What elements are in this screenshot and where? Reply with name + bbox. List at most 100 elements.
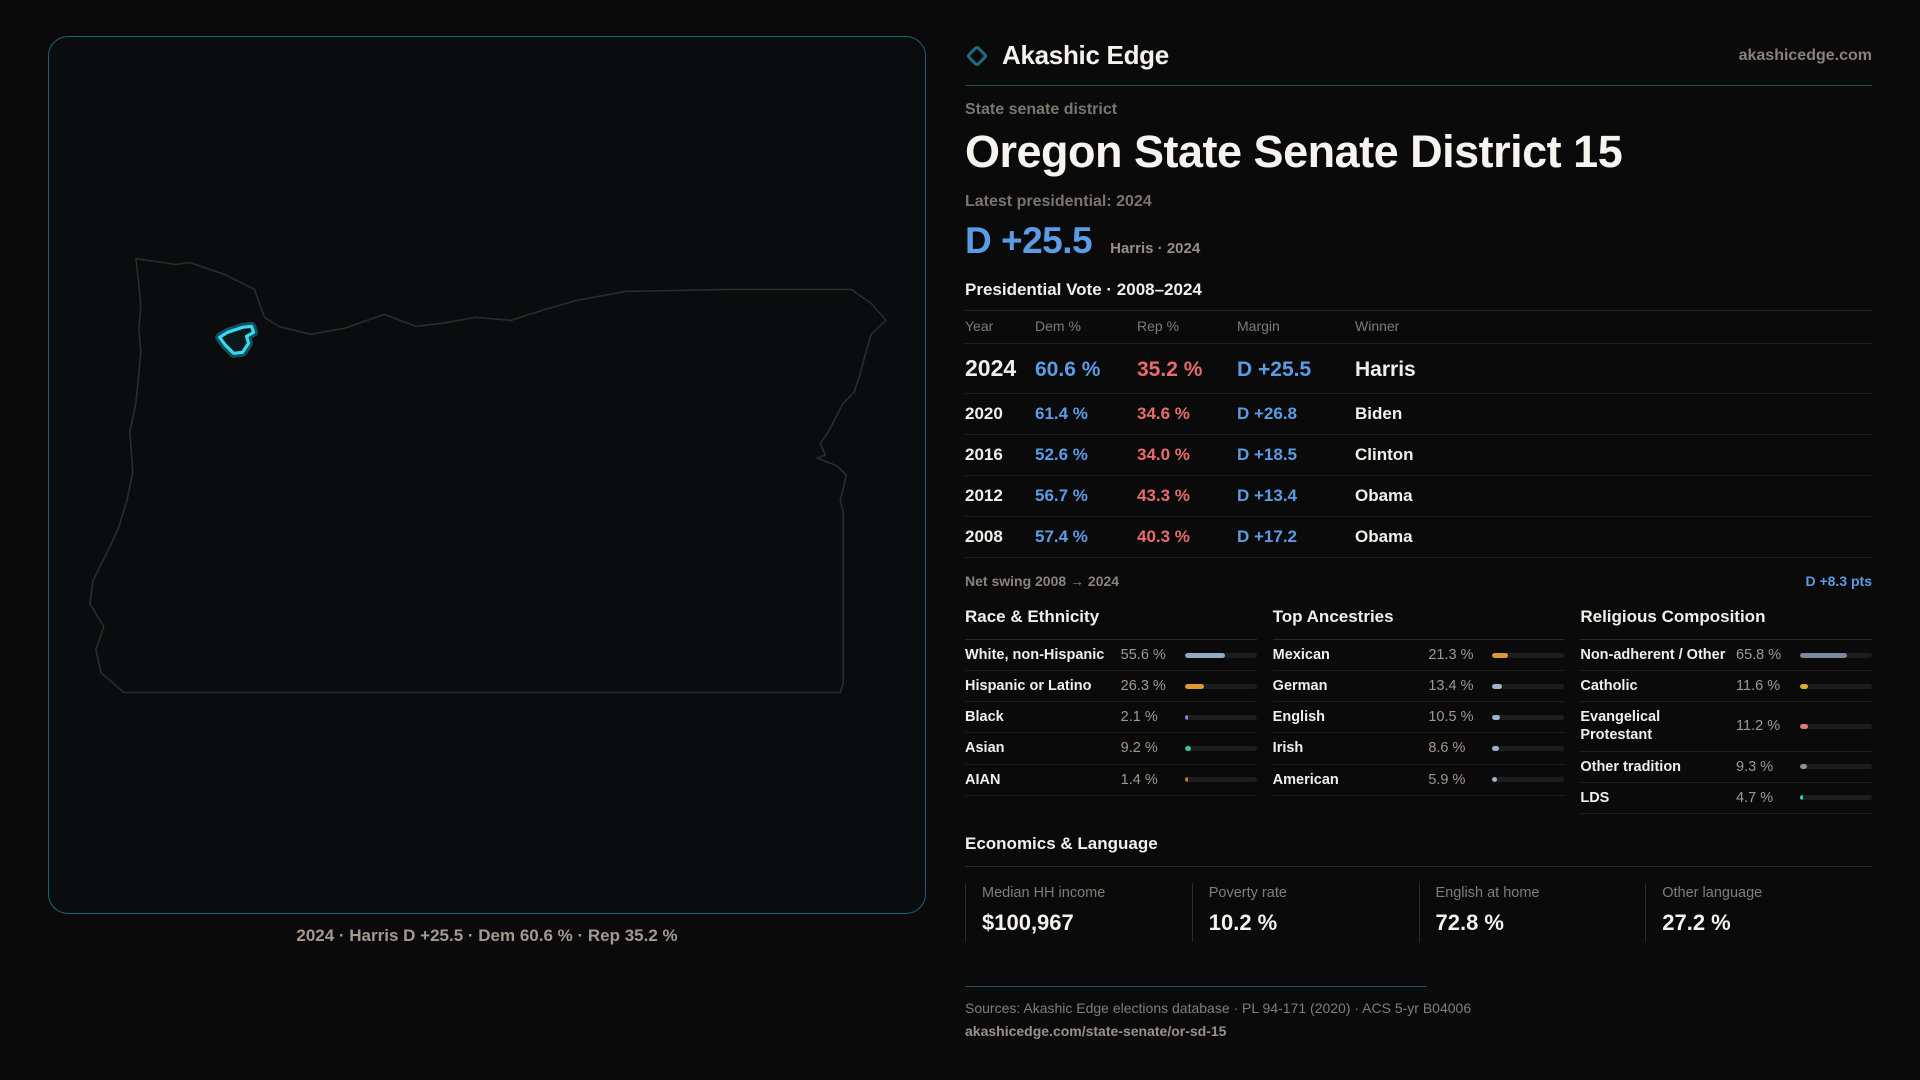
demographic-bar-fill — [1492, 683, 1502, 689]
religion-column: Religious Composition Non-adherent / Oth… — [1580, 607, 1873, 814]
demographic-row: AIAN 1.4 % — [965, 765, 1257, 796]
cell-winner: Obama — [1355, 486, 1413, 505]
cell-rep: 43.3 % — [1137, 486, 1190, 505]
demographic-bar-fill — [1184, 745, 1192, 751]
demographic-row: Non-adherent / Other 65.8 % — [1580, 640, 1873, 672]
economics-stats: Median HH income $100,967 Poverty rate 1… — [965, 882, 1872, 942]
demographic-bar — [1800, 652, 1873, 658]
cell-winner: Clinton — [1355, 445, 1414, 464]
cell-dem: 57.4 % — [1035, 527, 1088, 546]
diamond-logo-icon — [965, 44, 989, 67]
demographic-bar — [1492, 683, 1565, 689]
demographic-row: Mexican 21.3 % — [1272, 640, 1565, 672]
cell-year: 2020 — [965, 404, 1003, 423]
cell-margin: D +17.2 — [1237, 527, 1298, 546]
stat-label: Median HH income — [982, 884, 1106, 901]
demographic-value: 21.3 % — [1428, 647, 1474, 664]
demographic-bar-fill — [1492, 777, 1497, 783]
demographic-row: Hispanic or Latino 26.3 % — [965, 671, 1257, 703]
sources-text: Sources: Akashic Edge elections database… — [965, 999, 1472, 1016]
demographic-label: Catholic — [1580, 678, 1638, 695]
headline-margin-row: D +25.5 Harris · 2024 — [965, 220, 1872, 262]
demographic-value: 8.6 % — [1428, 740, 1466, 757]
page-title: Oregon State Senate District 15 — [965, 126, 1623, 177]
stat-label: English at home — [1435, 884, 1540, 901]
demographic-row: LDS 4.7 % — [1580, 783, 1873, 814]
demographic-value: 9.3 % — [1736, 758, 1774, 775]
cell-year: 2016 — [965, 445, 1003, 464]
stat-block: English at home 72.8 % — [1418, 882, 1646, 942]
stat-block: Median HH income $100,967 — [965, 882, 1192, 942]
demographic-label: German — [1272, 678, 1328, 695]
cell-margin: D +18.5 — [1237, 445, 1298, 464]
cell-year: 2008 — [965, 527, 1003, 546]
election-row: 2016 52.6 % 34.0 % D +18.5 Clinton — [965, 435, 1872, 476]
cell-winner: Obama — [1355, 527, 1413, 546]
brand-header: Akashic Edge akashicedge.com — [965, 0, 1872, 86]
demographic-value: 26.3 % — [1120, 678, 1166, 695]
net-swing-value: D +8.3 pts — [1805, 573, 1872, 589]
demographic-bar-fill — [1492, 745, 1499, 751]
religion-title: Religious Composition — [1580, 607, 1873, 640]
demographic-value: 5.9 % — [1428, 771, 1466, 788]
eyebrow: State senate district — [965, 101, 1118, 118]
demographic-bar-fill — [1800, 764, 1807, 770]
demographic-bar — [1800, 723, 1873, 729]
stat-label: Poverty rate — [1208, 884, 1287, 901]
stat-label: Other language — [1662, 884, 1763, 901]
brand-domain-link[interactable]: akashicedge.com — [1738, 46, 1872, 64]
col-year: Year — [965, 318, 994, 334]
cell-year: 2012 — [965, 486, 1003, 505]
election-row: 2024 60.6 % 35.2 % D +25.5 Harris — [965, 344, 1872, 394]
demographic-bar-fill — [1492, 652, 1508, 658]
demographic-bar-fill — [1800, 652, 1848, 658]
demographic-row: White, non-Hispanic 55.6 % — [965, 640, 1257, 672]
demographic-value: 55.6 % — [1120, 647, 1166, 664]
demographic-label: American — [1272, 771, 1339, 788]
religion-rows: Non-adherent / Other 65.8 % Catholic 11.… — [1580, 640, 1873, 814]
race-ethnicity-rows: White, non-Hispanic 55.6 % Hispanic or L… — [965, 640, 1257, 796]
demographic-row: Evangelical Protestant 11.2 % — [1580, 702, 1873, 752]
map-caption: 2024 · Harris D +25.5 · Dem 60.6 % · Rep… — [296, 926, 678, 945]
ancestries-column: Top Ancestries Mexican 21.3 % German 13.… — [1272, 607, 1565, 814]
cell-dem: 52.6 % — [1035, 445, 1088, 464]
stat-value: 10.2 % — [1208, 909, 1278, 935]
district-shape[interactable] — [215, 321, 259, 358]
col-winner: Winner — [1355, 318, 1400, 334]
demographic-label: AIAN — [965, 771, 1001, 788]
oregon-map — [89, 257, 887, 694]
demographic-row: American 5.9 % — [1272, 765, 1565, 796]
election-table-header: Year Dem % Rep % Margin Winner — [965, 311, 1872, 344]
demographic-bar — [1800, 683, 1873, 689]
demographic-bar — [1184, 714, 1257, 720]
demographic-value: 11.2 % — [1736, 718, 1781, 735]
demographic-bar-fill — [1184, 683, 1204, 689]
col-margin: Margin — [1237, 318, 1280, 334]
demographic-bar — [1800, 795, 1873, 801]
demographic-label: White, non-Hispanic — [965, 647, 1105, 663]
col-rep: Rep % — [1137, 318, 1180, 334]
stat-value: $100,967 — [982, 909, 1074, 935]
map-panel — [48, 36, 926, 914]
demographic-bar-fill — [1184, 777, 1188, 783]
cell-dem: 61.4 % — [1035, 404, 1088, 423]
demographics-section: Race & Ethnicity White, non-Hispanic 55.… — [965, 607, 1873, 814]
main-content: Akashic Edge akashicedge.com State senat… — [965, 0, 1873, 1039]
col-dem: Dem % — [1035, 318, 1081, 334]
demographic-row: Catholic 11.6 % — [1580, 671, 1873, 703]
election-row: 2020 61.4 % 34.6 % D +26.8 Biden — [965, 394, 1872, 435]
election-row: 2012 56.7 % 43.3 % D +13.4 Obama — [965, 476, 1872, 517]
election-rows: 2024 60.6 % 35.2 % D +25.5 Harris 2020 6… — [965, 344, 1872, 558]
demographic-bar — [1492, 714, 1565, 720]
demographic-label: Irish — [1272, 740, 1304, 757]
economics-section: Economics & Language Median HH income $1… — [965, 834, 1872, 942]
demographic-bar — [1184, 652, 1257, 658]
demographic-bar-fill — [1184, 652, 1225, 658]
demographic-label: Mexican — [1272, 647, 1330, 663]
demographic-bar — [1800, 764, 1873, 770]
headline-margin: D +25.5 — [965, 220, 1093, 261]
cell-margin: D +26.8 — [1237, 404, 1298, 423]
net-swing-label: Net swing 2008 → 2024 — [965, 573, 1120, 589]
footer-url-link[interactable]: akashicedge.com/state-senate/or-sd-15 — [965, 1022, 1227, 1039]
latest-label: Latest presidential: 2024 — [965, 193, 1152, 210]
